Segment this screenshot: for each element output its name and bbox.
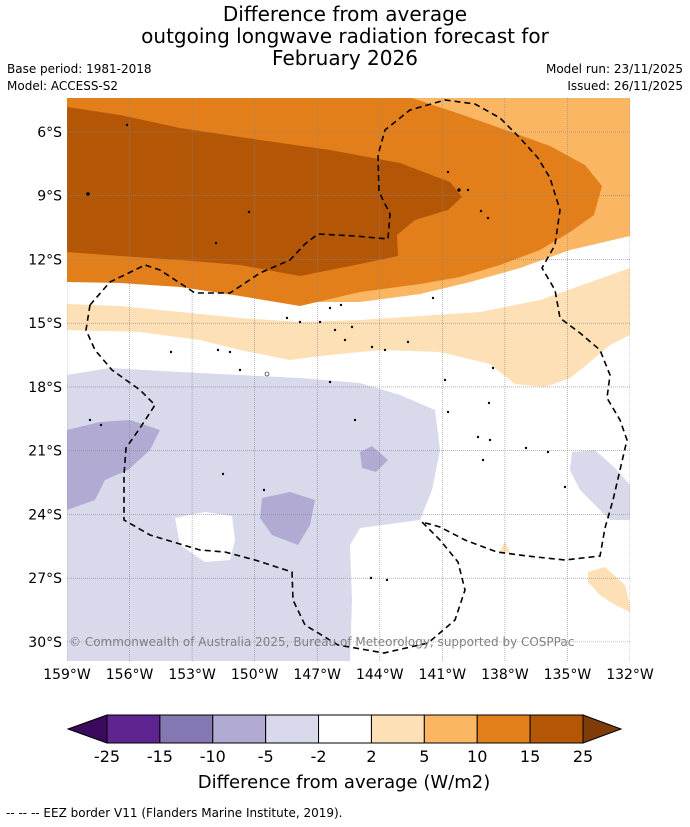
map-field: © Commonwealth of Australia 2025, Bureau… <box>67 98 630 661</box>
colorbar-tick-label: -10 <box>200 747 226 766</box>
title-line-3: February 2026 <box>272 46 418 70</box>
contour-fill <box>67 420 160 510</box>
y-tick-label: 6°S <box>37 125 62 141</box>
x-tick-label: 141°W <box>419 667 467 683</box>
colorbar-tick-label: 2 <box>366 747 376 766</box>
colorbar-tick-label: -25 <box>94 747 120 766</box>
colorbar-bin <box>159 714 214 744</box>
contour-fill <box>360 446 388 472</box>
contour-fill <box>67 107 462 276</box>
x-tick-label: 153°W <box>168 667 216 683</box>
contour-fill <box>67 268 630 387</box>
colorbar-tick-label: 15 <box>520 747 540 766</box>
x-tick-label: 150°W <box>231 667 279 683</box>
copyright-text: © Commonwealth of Australia 2025, Bureau… <box>69 635 574 649</box>
colorbar-tick-label: -15 <box>147 747 173 766</box>
eez-border <box>85 304 466 654</box>
y-tick-label: 30°S <box>28 635 62 651</box>
colorbar-tick-label: 5 <box>419 747 429 766</box>
colorbar-bin <box>529 714 584 744</box>
colorbar-bin <box>370 714 425 744</box>
x-tick-label: 147°W <box>293 667 341 683</box>
base-period: Base period: 1981-2018 <box>7 62 152 76</box>
issued-date: Issued: 26/11/2025 <box>567 79 683 93</box>
colorbar-tick-label: -5 <box>258 747 274 766</box>
colorbar: -25 -15 -10 -5 -2 2 5 10 15 25 <box>66 714 623 766</box>
colorbar-bin <box>106 714 161 744</box>
title-line-2: outgoing longwave radiation forecast for <box>141 24 549 48</box>
colorbar-bin <box>476 714 531 744</box>
x-axis: 159°W 156°W 153°W 150°W 147°W 144°W 141°W 138°W… <box>43 667 654 683</box>
eez-legend-note: -- -- -- EEZ border V11 (Flanders Marine… <box>6 806 343 820</box>
x-tick-label: 135°W <box>544 667 592 683</box>
eez-border <box>89 99 628 561</box>
y-tick-label: 27°S <box>28 571 62 587</box>
contour-fill <box>588 567 630 612</box>
title-line-1: Difference from average <box>222 2 468 26</box>
colorbar-tick-label: 10 <box>467 747 487 766</box>
y-tick-label: 18°S <box>28 380 62 396</box>
contour-fill <box>570 450 630 520</box>
colorbar-bin <box>423 714 478 744</box>
y-tick-label: 21°S <box>28 444 62 460</box>
colorbar-tick-label: 25 <box>573 747 593 766</box>
colorbar-label: Difference from average (W/m2) <box>198 772 490 793</box>
x-tick-label: 156°W <box>106 667 154 683</box>
islands <box>86 123 567 582</box>
model-run: Model run: 23/11/2025 <box>545 62 683 76</box>
colorbar-tick-label: -2 <box>311 747 327 766</box>
contour-fill <box>175 512 235 562</box>
y-axis: 6°S 9°S 12°S 15°S 18°S 21°S 24°S 27°S 30°S <box>28 125 62 651</box>
y-tick-label: 24°S <box>28 507 62 523</box>
x-tick-label: 159°W <box>43 667 91 683</box>
colorbar-bin <box>212 714 267 744</box>
model-name: Model: ACCESS-S2 <box>7 79 119 93</box>
y-tick-label: 9°S <box>37 189 62 205</box>
x-tick-label: 138°W <box>481 667 529 683</box>
colorbar-bin <box>318 714 372 744</box>
y-tick-label: 15°S <box>28 316 62 332</box>
colorbar-bin <box>265 714 320 744</box>
contour-fill <box>260 492 315 545</box>
colorbar-extend-high <box>582 714 623 744</box>
y-tick-label: 12°S <box>28 252 62 268</box>
x-tick-label: 132°W <box>606 667 654 683</box>
x-tick-label: 144°W <box>356 667 404 683</box>
colorbar-extend-low <box>66 714 108 744</box>
